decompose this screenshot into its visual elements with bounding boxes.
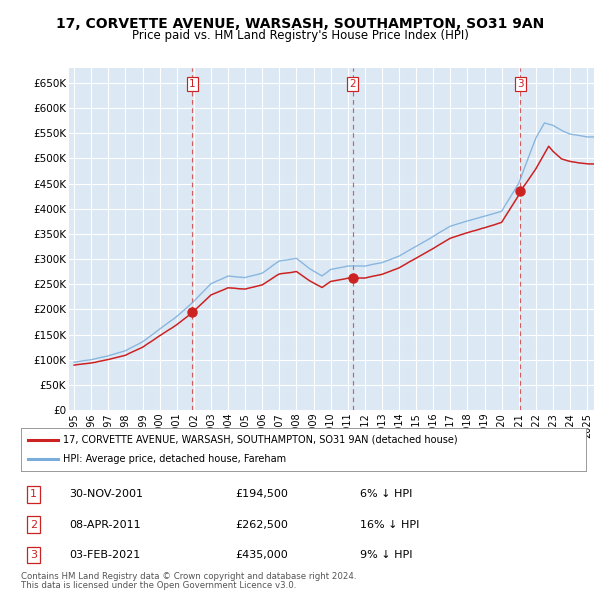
Text: 2: 2 [349, 79, 356, 89]
Text: This data is licensed under the Open Government Licence v3.0.: This data is licensed under the Open Gov… [21, 581, 296, 589]
Text: 2: 2 [30, 520, 37, 530]
Text: £262,500: £262,500 [236, 520, 289, 530]
Text: Price paid vs. HM Land Registry's House Price Index (HPI): Price paid vs. HM Land Registry's House … [131, 29, 469, 42]
Text: 17, CORVETTE AVENUE, WARSASH, SOUTHAMPTON, SO31 9AN (detached house): 17, CORVETTE AVENUE, WARSASH, SOUTHAMPTO… [64, 435, 458, 445]
Text: 1: 1 [189, 79, 196, 89]
Text: Contains HM Land Registry data © Crown copyright and database right 2024.: Contains HM Land Registry data © Crown c… [21, 572, 356, 581]
Text: 3: 3 [30, 550, 37, 560]
Text: 17, CORVETTE AVENUE, WARSASH, SOUTHAMPTON, SO31 9AN: 17, CORVETTE AVENUE, WARSASH, SOUTHAMPTO… [56, 17, 544, 31]
Text: 1: 1 [30, 490, 37, 499]
Text: 9% ↓ HPI: 9% ↓ HPI [360, 550, 413, 560]
Text: £435,000: £435,000 [236, 550, 289, 560]
Text: 3: 3 [517, 79, 523, 89]
Text: 03-FEB-2021: 03-FEB-2021 [69, 550, 140, 560]
Text: £194,500: £194,500 [236, 490, 289, 499]
Text: 08-APR-2011: 08-APR-2011 [69, 520, 140, 530]
Text: 16% ↓ HPI: 16% ↓ HPI [360, 520, 419, 530]
Text: 6% ↓ HPI: 6% ↓ HPI [360, 490, 412, 499]
Text: HPI: Average price, detached house, Fareham: HPI: Average price, detached house, Fare… [64, 454, 287, 464]
Text: 30-NOV-2001: 30-NOV-2001 [69, 490, 143, 499]
